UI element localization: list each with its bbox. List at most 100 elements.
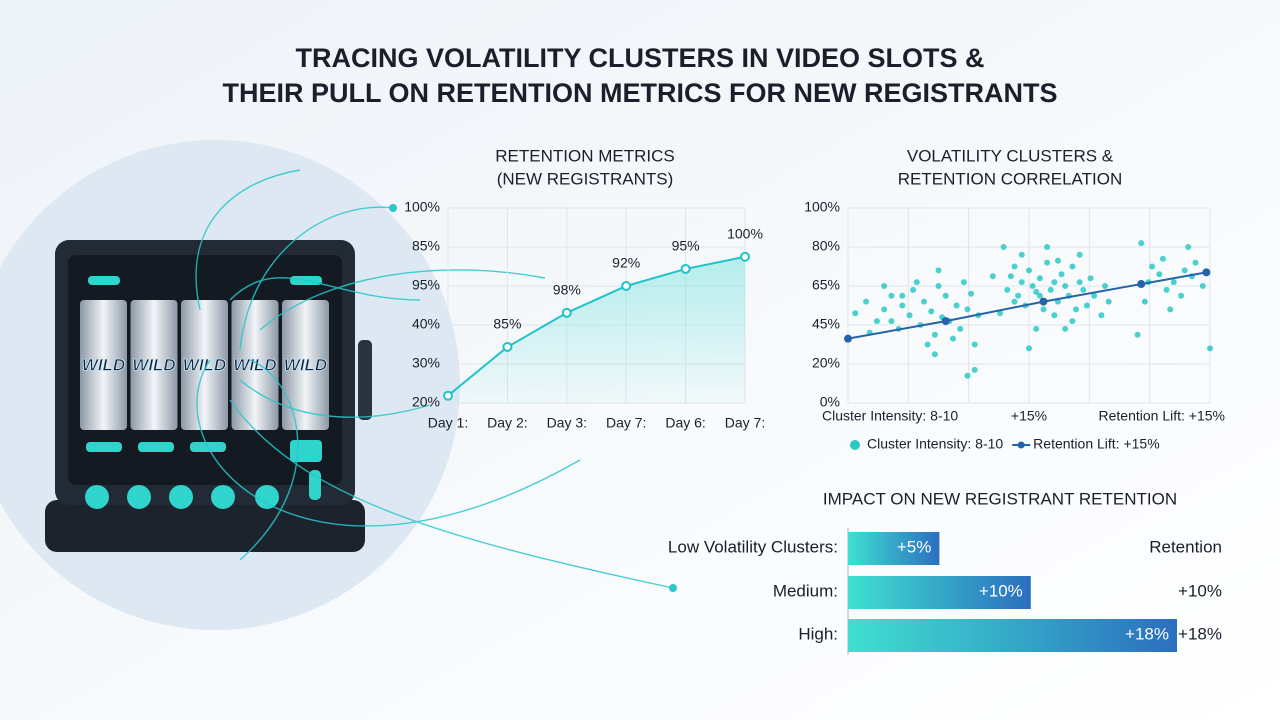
point	[621, 281, 632, 291]
scatter-point	[949, 335, 956, 342]
scatter-point	[888, 292, 895, 299]
scatter-point	[1149, 263, 1156, 270]
x-tick-label: Day 1:	[428, 415, 468, 431]
trend-point	[1202, 268, 1211, 277]
category-label: Medium:	[773, 581, 838, 600]
scatter-point	[1015, 292, 1022, 299]
scatter-point	[1181, 267, 1188, 274]
bar	[848, 619, 1177, 652]
scatter-point	[1083, 302, 1090, 309]
scatter-point	[1029, 283, 1036, 289]
scatter-point	[881, 306, 888, 313]
annotation: 95%	[672, 238, 700, 254]
scatter-point	[1033, 325, 1040, 332]
scatter-point	[1036, 275, 1043, 282]
chart-title: IMPACT ON NEW REGISTRANT RETENTION	[823, 489, 1177, 508]
scatter-point	[1011, 298, 1018, 305]
scatter-point	[1007, 273, 1014, 280]
scatter-point	[1051, 279, 1058, 286]
scatter-point	[1069, 263, 1076, 270]
annotation: 98%	[553, 282, 581, 298]
y-tick-label: 95%	[412, 277, 440, 293]
trend-point	[1137, 280, 1146, 289]
scatter-point	[1018, 279, 1025, 286]
scatter-point	[1163, 286, 1170, 293]
scatter-point	[1069, 318, 1076, 325]
y-tick-label: 100%	[804, 199, 840, 215]
scatter-point	[1159, 255, 1166, 262]
scatter-point	[928, 308, 935, 315]
scatter-point	[971, 341, 978, 348]
joystick	[309, 470, 321, 500]
y-tick-label: 20%	[412, 394, 440, 410]
scatter-point	[1026, 345, 1032, 352]
legend-marker	[1017, 441, 1025, 449]
trend-point	[844, 334, 852, 343]
chart-title: VOLATILITY CLUSTERS &	[907, 146, 1114, 165]
bar	[848, 576, 1031, 609]
scatter-point	[1170, 279, 1177, 286]
y-tick-label: 30%	[412, 355, 440, 371]
trend-point	[941, 317, 950, 326]
scatter-point	[964, 306, 971, 313]
scatter-point	[1040, 306, 1047, 313]
scatter-point	[989, 273, 996, 280]
scatter-point	[1138, 240, 1145, 247]
scatter-point	[1091, 292, 1098, 299]
chart-title: RETENTION METRICS	[495, 146, 674, 165]
scatter-point	[863, 298, 870, 305]
connector	[195, 169, 301, 311]
scatter-point	[910, 286, 917, 293]
connector	[229, 399, 674, 589]
line	[447, 255, 746, 397]
button	[127, 485, 151, 509]
scatter-point	[1036, 292, 1043, 299]
main-title: TRACING VOLATILITY CLUSTERS IN VIDEO SLO…	[295, 43, 984, 73]
reel-symbol: WILD	[82, 355, 125, 374]
scatter-point	[1141, 298, 1148, 305]
scatter-point	[1076, 251, 1083, 258]
scatter-point	[1058, 271, 1065, 278]
scatter-point	[935, 267, 942, 274]
point	[740, 251, 750, 262]
x-label: Cluster Intensity: 8-10	[822, 408, 958, 424]
point	[561, 307, 572, 318]
slot-machine: WILD WILD WILD WILD WILD	[45, 240, 372, 552]
scatter-point	[931, 351, 938, 358]
scatter-point	[1076, 279, 1083, 286]
scatter-point	[1000, 244, 1007, 250]
x-label: +15%	[1011, 408, 1047, 424]
button	[255, 485, 279, 509]
area	[448, 256, 745, 403]
scatter-point	[921, 298, 928, 305]
legend-label: Cluster Intensity: 8-10	[867, 436, 1003, 452]
scatter-point	[1062, 325, 1069, 332]
connector-dot	[389, 204, 397, 212]
scatter-point	[1185, 244, 1192, 250]
scatter-point	[1044, 244, 1051, 250]
value-label: +5%	[897, 537, 932, 556]
y-tick-label: 85%	[412, 238, 440, 254]
scatter-point	[899, 292, 906, 299]
scatter-point	[960, 279, 967, 286]
connector	[229, 277, 421, 301]
scatter-point	[1105, 298, 1112, 305]
scatter-point	[1044, 259, 1051, 266]
scatter-point	[935, 283, 942, 289]
button	[211, 485, 235, 509]
y-tick-label: 65%	[812, 277, 840, 293]
scatter-point	[1098, 312, 1105, 319]
scatter-point	[1192, 259, 1199, 266]
connector	[239, 206, 394, 351]
point	[502, 341, 513, 352]
scatter-point	[931, 331, 938, 338]
side-label: +18%	[1178, 624, 1222, 643]
reel	[80, 300, 127, 430]
scatter-point	[888, 318, 895, 325]
scatter-point	[1047, 286, 1054, 293]
scatter-point	[899, 302, 906, 309]
scatter-point	[1199, 283, 1206, 289]
point	[680, 263, 691, 274]
chart-title: (NEW REGISTRANTS)	[497, 169, 674, 188]
scatter-point	[1080, 286, 1087, 293]
